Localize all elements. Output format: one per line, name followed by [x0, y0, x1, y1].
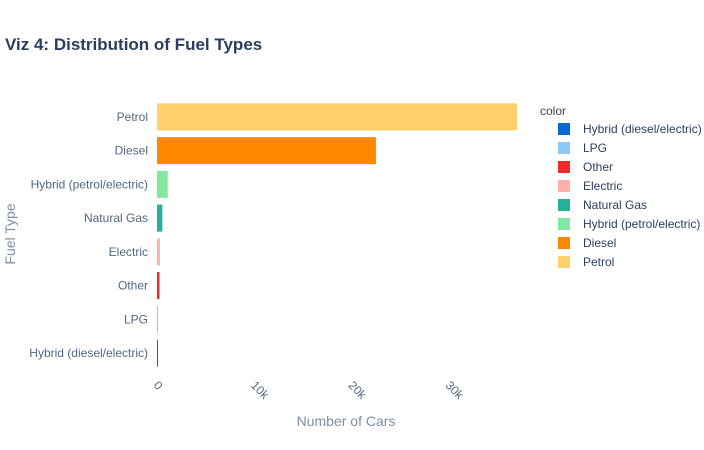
legend-label: Hybrid (petrol/electric) — [583, 217, 700, 231]
legend-item-petrol[interactable]: Petrol — [558, 255, 614, 269]
bar-diesel[interactable] — [157, 137, 376, 165]
bar-petrol[interactable] — [157, 103, 517, 131]
bars-group — [157, 103, 517, 367]
bar-hybrid-petrol-electric[interactable] — [157, 170, 168, 198]
legend-label: Electric — [583, 179, 622, 193]
legend-item-natural-gas[interactable]: Natural Gas — [558, 198, 647, 212]
legend-item-diesel[interactable]: Diesel — [558, 236, 616, 250]
x-tick-label: 30k — [443, 378, 467, 402]
bar-other[interactable] — [157, 272, 160, 300]
legend-swatch — [558, 218, 570, 230]
bar-lpg[interactable] — [157, 305, 158, 333]
legend-label: Natural Gas — [583, 198, 647, 212]
legend-swatch — [558, 180, 570, 192]
legend-item-other[interactable]: Other — [558, 160, 613, 174]
y-tick-label-natural-gas: Natural Gas — [84, 211, 148, 225]
x-tick-label: 20k — [345, 378, 369, 402]
bar-hybrid-diesel-electric[interactable] — [157, 339, 158, 367]
legend-swatch — [558, 161, 570, 173]
legend-swatch — [558, 199, 570, 211]
legend-swatch — [558, 123, 570, 135]
x-tick-labels: 0 10k 20k 30k — [151, 378, 467, 402]
legend-label: LPG — [583, 141, 607, 155]
legend[interactable]: color Hybrid (diesel/electric) LPG Other El… — [540, 104, 702, 269]
y-tick-label-hybrid-petrol-electric: Hybrid (petrol/electric) — [31, 177, 148, 191]
legend-label: Diesel — [583, 236, 616, 250]
y-axis-title: Fuel Type — [2, 203, 18, 264]
x-tick-label: 10k — [248, 378, 272, 402]
y-tick-label-electric: Electric — [109, 245, 148, 259]
legend-label: Petrol — [583, 255, 614, 269]
legend-swatch — [558, 237, 570, 249]
y-tick-label-lpg: LPG — [124, 312, 148, 326]
legend-swatch — [558, 256, 570, 268]
legend-items[interactable]: Hybrid (diesel/electric) LPG Other Electric… — [558, 122, 702, 269]
y-tick-labels: Petrol Diesel Hybrid (petrol/electric) Natu… — [29, 110, 148, 360]
chart-title: Viz 4: Distribution of Fuel Types — [5, 35, 262, 54]
legend-swatch — [558, 142, 570, 154]
y-tick-label-hybrid-diesel-electric: Hybrid (diesel/electric) — [29, 346, 148, 360]
legend-item-hybrid-diesel-electric[interactable]: Hybrid (diesel/electric) — [558, 122, 702, 136]
legend-item-hybrid-petrol-electric[interactable]: Hybrid (petrol/electric) — [558, 217, 700, 231]
y-tick-label-diesel: Diesel — [115, 144, 148, 158]
legend-item-electric[interactable]: Electric — [558, 179, 622, 193]
y-tick-label-petrol: Petrol — [117, 110, 148, 124]
legend-title: color — [540, 104, 566, 118]
legend-item-lpg[interactable]: LPG — [558, 141, 607, 155]
bar-electric[interactable] — [157, 238, 160, 266]
bar-natural-gas[interactable] — [157, 204, 163, 232]
x-tick-label: 0 — [151, 378, 166, 393]
legend-label: Other — [583, 160, 613, 174]
y-tick-label-other: Other — [118, 279, 148, 293]
legend-label: Hybrid (diesel/electric) — [583, 122, 702, 136]
x-axis-title: Number of Cars — [297, 413, 396, 429]
